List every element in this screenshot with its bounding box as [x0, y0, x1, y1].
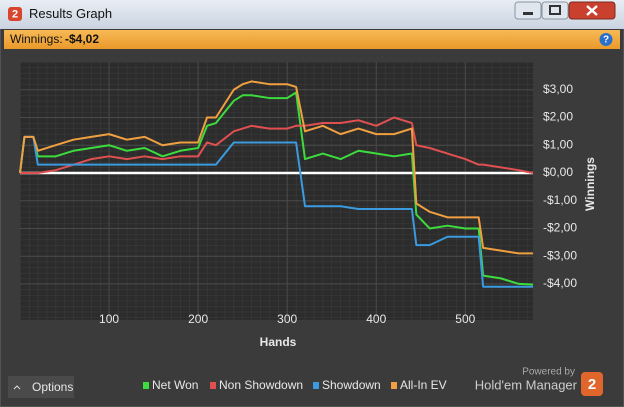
x-tick-label: 100: [99, 312, 119, 326]
series-line: [19, 80, 533, 255]
legend-swatch: [313, 382, 319, 389]
y-tick-label: -$3,00: [543, 248, 577, 262]
legend-label: Non Showdown: [219, 378, 303, 392]
series-line: [19, 91, 534, 286]
minimize-icon: [523, 12, 533, 15]
maximize-button[interactable]: [541, 1, 569, 20]
x-tick-label: 200: [188, 312, 208, 326]
window-title: Results Graph: [29, 6, 112, 21]
minor-grid: [20, 62, 533, 320]
header-value: -$4,02: [65, 32, 99, 46]
y-tick-label: $3,00: [543, 82, 573, 96]
series-line: [19, 135, 533, 288]
help-icon: ?: [603, 35, 609, 46]
options-arrow: [13, 385, 21, 390]
legend-swatch: [143, 382, 149, 389]
help-button[interactable]: [599, 33, 613, 46]
legend-swatch: [391, 382, 397, 389]
y-tick-label: -$4,00: [543, 276, 577, 290]
x-tick-label: 300: [277, 312, 297, 326]
brand-logo: [581, 372, 603, 396]
app-icon: [8, 7, 22, 21]
options-text: Options: [32, 380, 73, 394]
series-line: [20, 116, 534, 174]
header-bar: [4, 30, 620, 49]
y-tick-label: $1,00: [543, 137, 573, 151]
brand-logo-text: 2: [588, 376, 596, 393]
legend-label: Showdown: [322, 378, 381, 392]
y-tick-label: -$2,00: [543, 221, 577, 235]
legend-label: All-In EV: [400, 378, 447, 392]
x-axis-label: Hands: [260, 335, 297, 349]
x-tick-label: 500: [455, 312, 475, 326]
minimize-button[interactable]: [514, 1, 542, 20]
maximize-icon: [549, 5, 561, 15]
powered-by: Powered by: [522, 367, 575, 378]
y-tick-label: $2,00: [543, 110, 573, 124]
options-button[interactable]: [8, 376, 74, 398]
brand: Hold'em Manager: [475, 377, 578, 392]
header-label: Winnings:: [10, 32, 63, 46]
close-icon: [586, 5, 598, 16]
legend-swatch: [210, 382, 216, 389]
legend-label: Net Won: [152, 378, 198, 392]
app-icon-text: 2: [12, 8, 18, 20]
y-tick-label: $0,00: [543, 165, 573, 179]
x-tick-label: 400: [366, 312, 386, 326]
y-axis-label: Winnings: [583, 157, 597, 211]
y-tick-label: -$1,00: [543, 193, 577, 207]
